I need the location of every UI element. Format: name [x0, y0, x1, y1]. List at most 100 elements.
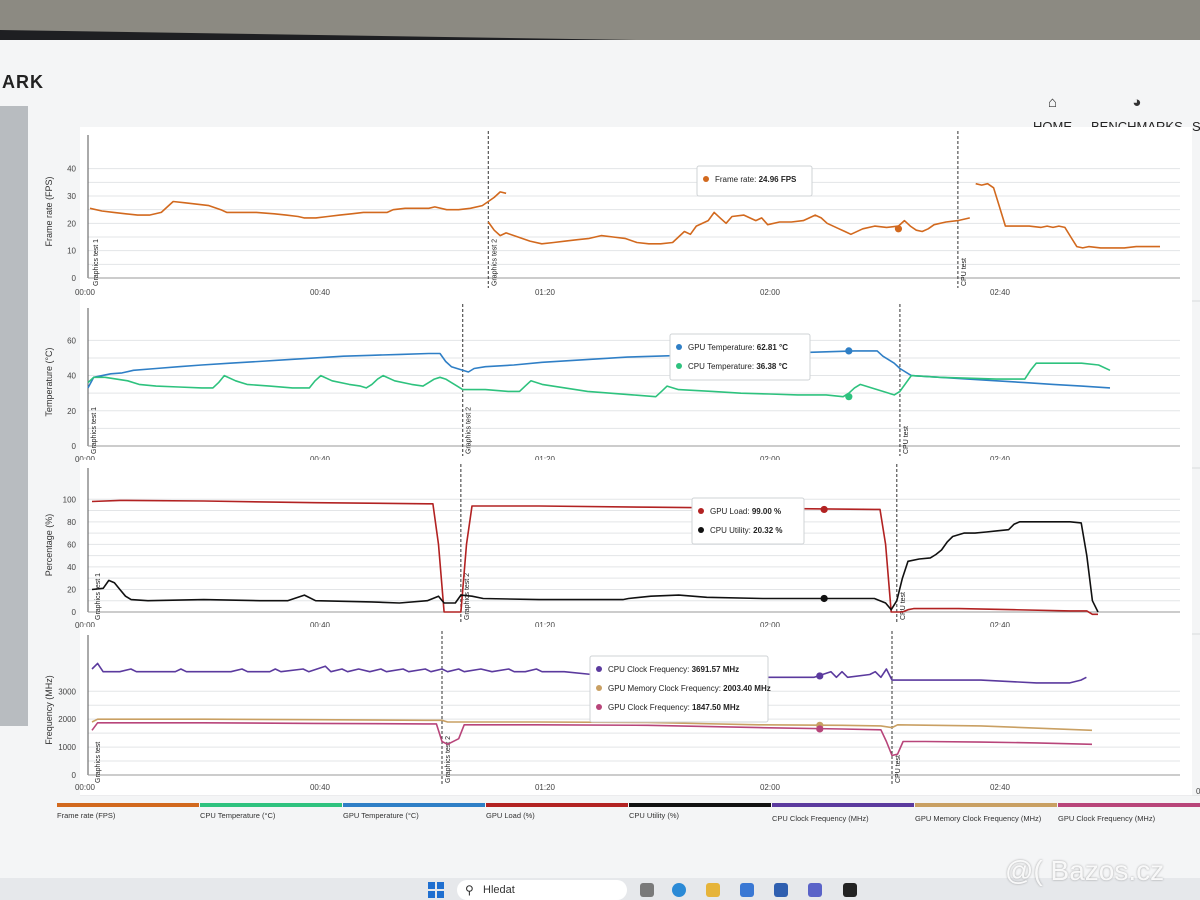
file-explorer-icon[interactable] [706, 883, 720, 897]
hover-dot-frame_rate [894, 225, 903, 233]
tooltip-text: Frame rate: 24.96 FPS [715, 175, 797, 184]
test-marker-label: CPU test [900, 592, 907, 620]
charts-layer: 0 10 20 30 40 Frame rate (FPS) 00:00 00:40 01:20… [44, 127, 1200, 797]
x-tick-label: 02:00 [760, 621, 781, 630]
tooltip-text: CPU Clock Frequency: 3691.57 MHz [608, 665, 739, 674]
y-tick-label: 30 [67, 192, 76, 201]
tooltip-text: CPU Utility: 20.32 % [710, 526, 782, 535]
chart-background [80, 460, 1192, 634]
app-icon-blue[interactable] [774, 883, 788, 897]
test-marker-label: CPU test [961, 258, 968, 286]
y-tick-label: 20 [67, 219, 76, 228]
search-placeholder: Hledat [483, 884, 515, 896]
hover-dot-gpu_load [820, 505, 828, 514]
legend-label: GPU Clock Frequency (MHz) [1058, 814, 1156, 823]
legend: Frame rate (FPS) CPU Temperature (°C) GPU … [40, 796, 1200, 830]
y-tick-label: 40 [67, 372, 76, 381]
y-tick-label: 0 [72, 442, 77, 451]
3dmark-icon[interactable] [843, 883, 857, 897]
series-line-cpu_temp [87, 362, 1111, 398]
watermark: @( Bazos.cz [1005, 855, 1165, 886]
tooltip-text: GPU Clock Frequency: 1847.50 MHz [608, 703, 740, 712]
x-tick-label: 02:00 [760, 455, 781, 464]
x-tick-label: 00:00 [75, 288, 96, 297]
task-view-icon[interactable] [640, 883, 654, 897]
series-line-cpu_clock [91, 662, 1087, 684]
app-logo: ARK [2, 72, 44, 92]
series-line-frame_rate [89, 191, 507, 219]
x-tick-label: 02:40 [990, 621, 1011, 630]
x-tick-label: 02:40 [990, 455, 1011, 464]
tooltip-text: CPU Temperature: 36.38 °C [688, 362, 788, 371]
legend-label: Frame rate (FPS) [57, 811, 116, 820]
series-line-frame_rate [975, 182, 1160, 249]
x-tick-label: 01:20 [535, 288, 556, 297]
home-icon: ⌂ [1047, 94, 1058, 111]
y-tick-label: 3000 [58, 687, 76, 696]
test-marker-label: Graphics test 1 [95, 573, 102, 620]
y-tick-label: 2000 [58, 715, 76, 724]
x-tick-label: 02:40 [990, 288, 1011, 297]
search-icon: ⚲ [465, 883, 474, 897]
series-line-gpu_temp [87, 350, 1111, 389]
test-marker-label: Graphics test 1 [91, 407, 98, 454]
x-tick-label: 03 [1196, 787, 1200, 796]
hover-dot-cpu_clock [816, 672, 824, 680]
windows-start-icon[interactable] [428, 882, 444, 898]
nav-item-cut-off[interactable]: S [1192, 95, 1200, 134]
tooltip-dot-frame_rate [703, 176, 709, 182]
chart-panel-freq: 0 1000 2000 3000 Frequency (MHz) 00:00 00:40 01… [44, 627, 1200, 797]
series-line-cpu_util [91, 520, 1099, 613]
chart-background [80, 300, 1192, 468]
y-tick-label: 100 [63, 495, 77, 504]
test-marker-label: Graphics test 2 [445, 736, 452, 783]
y-tick-label: 80 [67, 518, 76, 527]
tooltip-dot-cpu_clock [596, 666, 602, 672]
nav-item-cut-off-label: S [1192, 119, 1200, 134]
y-tick-label: 20 [67, 585, 76, 594]
test-marker-label: Graphics test [95, 742, 102, 783]
tooltip-dot-gpu_mem_clock [596, 685, 602, 691]
tooltip-dot-gpu_temp [676, 344, 682, 350]
taskbar-search-input[interactable]: ⚲ Hledat [457, 880, 627, 900]
y-axis-label: Percentage (%) [44, 514, 54, 577]
legend-label: CPU Utility (%) [629, 811, 680, 820]
legend-label: CPU Temperature (°C) [200, 811, 276, 820]
x-tick-label: 01:20 [535, 621, 556, 630]
teams-icon[interactable] [808, 883, 822, 897]
chart-panel-pct: 0 20 40 60 80 100 Percentage (%) 00:00 00:40 01:2… [44, 460, 1200, 635]
x-tick-label: 02:00 [760, 783, 781, 792]
hover-dot-cpu_util [820, 594, 828, 603]
y-tick-label: 1000 [58, 743, 76, 752]
benchmark-charts: 0 10 20 30 40 Frame rate (FPS) 00:00 00:40 01:20… [40, 127, 1200, 830]
y-tick-label: 60 [67, 336, 76, 345]
series-line-gpu_clock [91, 721, 1093, 757]
store-icon[interactable] [740, 883, 754, 897]
edge-browser-icon[interactable] [672, 883, 686, 897]
tooltip-dot-gpu_clock [596, 704, 602, 710]
windows-taskbar: ⚲ Hledat [0, 878, 1200, 900]
legend-label: GPU Memory Clock Frequency (MHz) [915, 814, 1042, 823]
test-marker-label: Graphics test 2 [491, 239, 498, 286]
legend-label: GPU Temperature (°C) [343, 811, 419, 820]
y-tick-label: 20 [67, 407, 76, 416]
legend-label: GPU Load (%) [486, 811, 535, 820]
gauge-icon: ◕ [1132, 94, 1142, 111]
chart-panel-temp: 0 20 40 60 Temperature (°C) 00:00 00:40 01:20 02… [44, 300, 1200, 469]
tooltip-text: GPU Memory Clock Frequency: 2003.40 MHz [608, 684, 771, 693]
y-tick-label: 0 [72, 608, 77, 617]
chart-background [80, 127, 1192, 301]
x-tick-label: 00:40 [310, 621, 331, 630]
x-tick-label: 00:40 [310, 455, 331, 464]
x-tick-label: 02:40 [990, 783, 1011, 792]
x-tick-label: 00:40 [310, 288, 331, 297]
y-tick-label: 40 [67, 165, 76, 174]
legend-background [40, 796, 1200, 830]
y-axis-label: Frequency (MHz) [44, 675, 54, 745]
y-axis-label: Temperature (°C) [44, 347, 54, 416]
x-tick-label: 00:00 [75, 783, 96, 792]
x-tick-label: 01:20 [535, 455, 556, 464]
y-tick-label: 10 [67, 247, 76, 256]
y-tick-label: 0 [72, 274, 77, 283]
x-tick-label: 00:40 [310, 783, 331, 792]
